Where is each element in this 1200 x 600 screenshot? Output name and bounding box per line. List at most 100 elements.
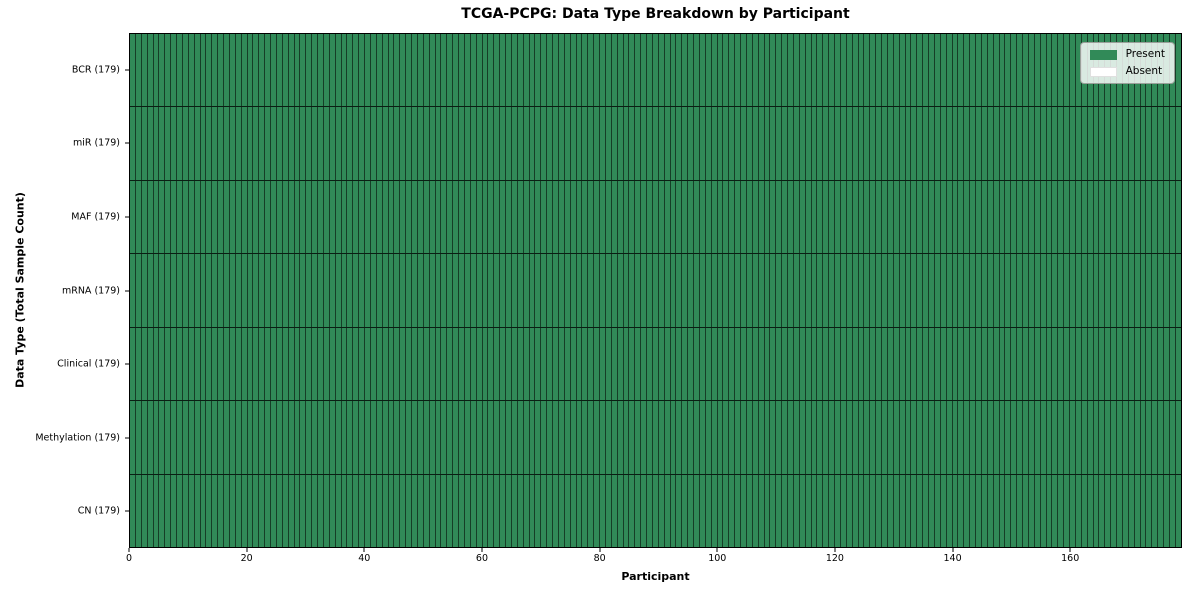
heatmap-cell xyxy=(970,327,976,401)
heatmap-cell xyxy=(829,34,835,107)
heatmap-cell xyxy=(870,34,877,107)
heatmap-cell xyxy=(400,401,407,474)
heatmap-cell xyxy=(376,107,383,180)
heatmap-cell xyxy=(758,107,765,180)
heatmap-cell xyxy=(341,34,348,107)
heatmap-cell xyxy=(752,401,759,474)
heatmap-cell xyxy=(952,107,959,180)
heatmap-cell xyxy=(1081,401,1088,474)
heatmap-cell xyxy=(423,107,430,180)
heatmap-cell xyxy=(776,107,783,180)
heatmap-cell xyxy=(993,180,1000,254)
heatmap-cell xyxy=(829,401,835,474)
legend-entry: Absent xyxy=(1089,66,1165,77)
heatmap-cell xyxy=(1111,401,1117,474)
heatmap-cell xyxy=(893,107,900,180)
heatmap-cell xyxy=(194,474,201,547)
heatmap-cell xyxy=(981,327,988,401)
heatmap-cell xyxy=(182,401,189,474)
heatmap-cell xyxy=(600,254,606,327)
heatmap-cell xyxy=(188,327,195,401)
heatmap-cell xyxy=(623,107,630,180)
heatmap-cell xyxy=(676,474,683,547)
heatmap-cell xyxy=(852,401,859,474)
heatmap-cell xyxy=(312,180,318,254)
heatmap-cell xyxy=(464,34,471,107)
heatmap-cell xyxy=(447,107,454,180)
heatmap-cell xyxy=(294,34,301,107)
heatmap-cell xyxy=(153,254,160,327)
heatmap-cell xyxy=(1169,474,1176,547)
heatmap-cell xyxy=(635,327,642,401)
heatmap-cell xyxy=(952,401,959,474)
heatmap-cell xyxy=(958,401,965,474)
heatmap-cell xyxy=(200,327,207,401)
heatmap-cell xyxy=(1028,474,1035,547)
heatmap-cell xyxy=(476,254,483,327)
heatmap-cell xyxy=(764,401,771,474)
heatmap-cell xyxy=(905,254,912,327)
heatmap-cell xyxy=(1146,474,1153,547)
heatmap-cell xyxy=(846,474,853,547)
heatmap-cell xyxy=(976,401,982,474)
heatmap-cell xyxy=(817,401,824,474)
heatmap-cell xyxy=(576,401,583,474)
heatmap-cell xyxy=(294,401,301,474)
heatmap-cell xyxy=(764,254,771,327)
heatmap-cell xyxy=(165,34,172,107)
heatmap-cell xyxy=(235,34,242,107)
heatmap-cell xyxy=(623,180,630,254)
heatmap-cell xyxy=(1158,107,1164,180)
heatmap-cell xyxy=(1140,327,1147,401)
heatmap-cell xyxy=(417,327,424,401)
heatmap-cell xyxy=(353,180,360,254)
heatmap-cell xyxy=(1146,254,1153,327)
heatmap-cell xyxy=(835,34,841,107)
heatmap-cell xyxy=(206,107,213,180)
heatmap-cell xyxy=(553,34,559,107)
heatmap-cell xyxy=(276,34,283,107)
heatmap-cell xyxy=(652,34,659,107)
heatmap-cell xyxy=(799,107,806,180)
heatmap-cell xyxy=(711,107,718,180)
heatmap-cell xyxy=(130,401,136,474)
heatmap-cell xyxy=(511,474,518,547)
heatmap-cell xyxy=(882,401,888,474)
heatmap-cell xyxy=(494,34,501,107)
heatmap-cell xyxy=(823,180,830,254)
heatmap-cell xyxy=(999,107,1006,180)
heatmap-cell xyxy=(970,474,976,547)
heatmap-cell xyxy=(882,34,888,107)
heatmap-cell xyxy=(294,254,301,327)
x-tick-label: 80 xyxy=(593,553,606,564)
heatmap-cell xyxy=(782,401,788,474)
heatmap-cell xyxy=(335,180,342,254)
heatmap-cell xyxy=(182,180,189,254)
heatmap-cell xyxy=(899,180,906,254)
heatmap-cell xyxy=(911,327,918,401)
x-axis-tick-labels: 0 20 40 60 80 100 120 140 160 xyxy=(126,548,1182,570)
heatmap-cell xyxy=(1111,180,1117,254)
heatmap-cell xyxy=(817,327,824,401)
heatmap-cell xyxy=(241,34,248,107)
heatmap-cell xyxy=(482,180,489,254)
heatmap-cell xyxy=(335,34,342,107)
heatmap-cell xyxy=(611,254,618,327)
heatmap-cell xyxy=(341,474,348,547)
heatmap-cell xyxy=(788,474,794,547)
heatmap-row xyxy=(130,107,1181,181)
heatmap-cell xyxy=(758,327,765,401)
heatmap-cell xyxy=(400,254,407,327)
heatmap-cell xyxy=(511,401,518,474)
heatmap-cell xyxy=(1087,327,1094,401)
heatmap-cell xyxy=(694,254,700,327)
heatmap-cell xyxy=(676,327,683,401)
heatmap-cell xyxy=(517,474,524,547)
heatmap-cell xyxy=(464,180,471,254)
heatmap-cell xyxy=(1005,34,1012,107)
heatmap-cell xyxy=(799,254,806,327)
heatmap-cell xyxy=(253,327,260,401)
heatmap-cell xyxy=(212,180,219,254)
heatmap-cell xyxy=(353,474,360,547)
heatmap-cell xyxy=(459,180,465,254)
